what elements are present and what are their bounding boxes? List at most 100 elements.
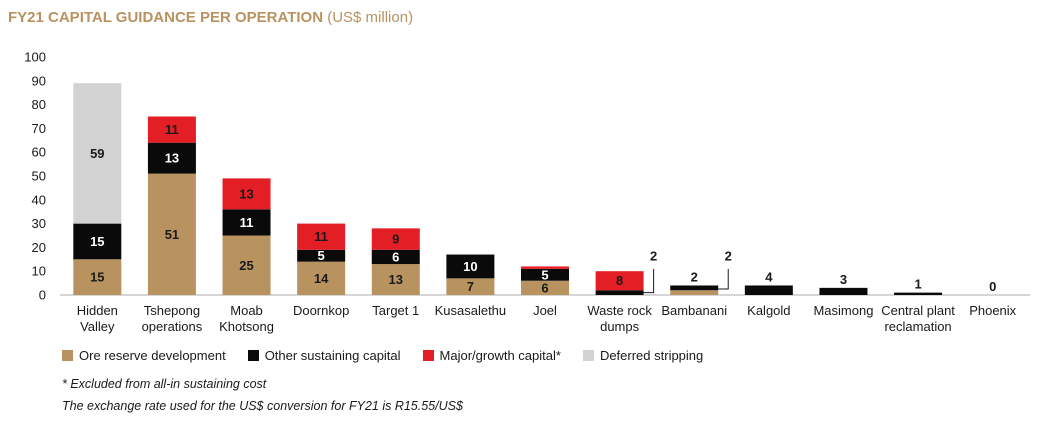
bar-value-label: 13 [165,151,179,166]
x-tick-label: Bambanani [661,303,727,318]
x-tick-label: Joel [533,303,557,318]
bar-total-label: 3 [840,272,847,287]
callout-label: 2 [725,248,732,263]
legend-swatch-major [422,350,434,361]
x-tick-label: Tshepong [144,303,200,318]
bar-value-label: 11 [165,122,179,137]
bar-value-label: 6 [392,249,399,264]
bar-total-label: 4 [765,269,773,284]
footnote-aisc: * Excluded from all-in sustaining cost [62,377,267,391]
bar-segment-major [521,266,569,269]
callout-line [718,268,729,290]
x-tick-label: Kalgold [747,303,790,318]
bar-segment-other [595,290,644,295]
callout-line [643,268,655,294]
y-tick-label: 10 [32,264,46,279]
legend-label-other: Other sustaining capital [264,348,401,363]
bar-segment-major [222,178,271,210]
bar-segment-major [147,116,196,143]
stacked-bar-chart: 0102030405060708090100151559HiddenValley… [24,50,1030,334]
bar-value-label: 5 [541,267,548,282]
x-tick-label: Moab [230,303,263,318]
x-tick-label: Khotsong [219,319,274,334]
legend-swatch-ore [62,350,73,361]
x-tick-label: dumps [600,319,640,334]
bar-value-label: 7 [467,279,474,294]
bar-segment-ore [670,290,719,295]
bar-segment-other [222,209,271,236]
legend-label-deferred: Deferred stripping [599,348,704,363]
bar-total-label: 1 [914,277,921,292]
bar-value-label: 9 [392,232,399,247]
bar-segment-major [297,223,346,250]
bar-segment-other [819,287,868,295]
bar-value-label: 59 [90,146,104,161]
x-tick-label: reclamation [884,319,951,334]
x-tick-label: Waste rock [587,303,652,318]
bar-segment-other [371,249,420,265]
bar-segment-other [147,142,196,174]
bar-segment-other [446,254,495,279]
bar-value-label: 11 [314,229,328,244]
bar-value-label: 14 [314,271,329,286]
legend-item-other: Other sustaining capital [247,348,401,363]
bar-segment-deferred [73,83,122,224]
bar-segment-ore [73,259,122,295]
y-tick-label: 100 [24,50,46,65]
legend-swatch-other [247,350,259,361]
bar-value-label: 51 [165,227,179,242]
y-tick-label: 20 [32,240,46,255]
bar-segment-ore [222,235,271,295]
legend-swatch-deferred [582,350,594,361]
bar-segment-major [371,228,420,250]
y-tick-label: 30 [32,216,46,231]
x-tick-label: operations [142,319,203,334]
bar-value-label: 6 [541,280,548,295]
y-tick-label: 40 [32,192,46,207]
bar-value-label: 10 [463,259,477,274]
bar-value-label: 5 [318,248,325,263]
bar-segment-other [521,268,569,281]
x-tick-label: Valley [80,319,115,334]
bar-segment-ore [521,280,569,295]
x-tick-label: Target 1 [372,303,419,318]
bar-segment-ore [371,264,420,295]
bar-value-label: 11 [240,215,254,230]
y-tick-label: 60 [32,145,46,160]
legend-label-major: Major/growth capital* [439,348,561,363]
chart-title: FY21 CAPITAL GUIDANCE PER OPERATION (US$… [8,9,413,26]
y-tick-label: 50 [32,169,46,184]
bar-segment-ore [147,173,196,295]
callout-label: 2 [650,248,657,263]
x-tick-label: Doornkop [293,303,349,318]
bar-value-label: 15 [90,234,104,249]
x-tick-label: Masimong [813,303,873,318]
chart-title-main: FY21 CAPITAL GUIDANCE PER OPERATION [8,9,324,26]
footnote-exchange-rate: The exchange rate used for the US$ conve… [62,399,463,413]
bar-value-label: 13 [389,272,403,287]
bar-segment-other [297,249,346,262]
y-tick-label: 0 [39,288,46,303]
x-tick-label: Hidden [77,303,118,318]
bar-total-label: 0 [989,279,996,294]
legend-item-major: Major/growth capital* [422,348,561,363]
x-tick-label: Phoenix [969,303,1016,318]
x-tick-label: Central plant [881,303,955,318]
bar-segment-other [894,292,943,295]
bar-segment-other [73,223,122,260]
y-tick-label: 90 [32,73,46,88]
bar-segment-other [670,285,719,291]
x-tick-label: Kusasalethu [435,303,507,318]
legend-item-deferred: Deferred stripping [582,348,704,363]
chart-legend: Ore reserve development Other sustaining… [62,348,725,363]
bar-segment-major [595,271,644,291]
y-tick-label: 80 [32,97,46,112]
bar-total-label: 2 [691,269,698,284]
y-tick-label: 70 [32,121,46,136]
bar-value-label: 25 [239,258,253,273]
chart-title-units: (US$ million) [327,9,414,26]
legend-item-ore: Ore reserve development [62,348,226,363]
legend-label-ore: Ore reserve development [79,348,226,363]
bar-segment-ore [446,278,495,295]
bar-segment-ore [297,261,346,295]
